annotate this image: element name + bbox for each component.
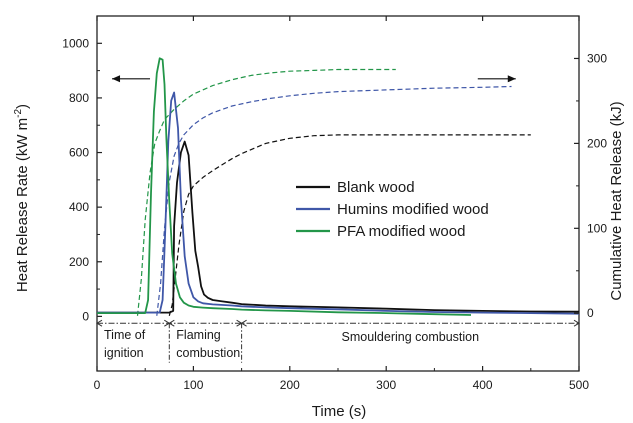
y-left-tick-label: 800 (69, 91, 89, 105)
y-left-tick-label: 400 (69, 200, 89, 214)
series-line-humins-cumulative (156, 85, 512, 316)
legend-label-pfa: PFA modified wood (337, 223, 465, 240)
phase-label: ignition (104, 346, 144, 360)
y-right-tick-label: 300 (587, 51, 607, 65)
y-axis-left-title: Heat Release Rate (kW m-2) (13, 104, 31, 292)
phase-label: Flaming (176, 328, 221, 342)
phase-layer: Time of ignition Flaming combustion Smoulder… (96, 319, 580, 363)
series-line-blank (97, 140, 580, 314)
phase-label: Smouldering combustion (342, 330, 480, 344)
y-right-tick-label: 200 (587, 136, 607, 150)
y-left-tick-label: 600 (69, 146, 89, 160)
series-line-blank-cumulative (168, 134, 531, 316)
series-line-pfa (97, 57, 472, 316)
arrows-layer (112, 75, 516, 83)
series-layer (97, 57, 580, 316)
y-right-tick-label: 0 (587, 306, 594, 320)
arrow-left-head (112, 75, 121, 83)
x-tick-label: 300 (376, 378, 396, 392)
y-right-tick-label: 100 (587, 221, 607, 235)
x-tick-label: 200 (280, 378, 300, 392)
series-line-humins (97, 91, 580, 315)
phase-label: combustion (176, 346, 240, 360)
x-tick-label: 100 (183, 378, 203, 392)
x-tick-label: 400 (473, 378, 493, 392)
phase-arrowhead-right (573, 319, 580, 327)
y-left-tick-label: 200 (69, 255, 89, 269)
y-axis-right-title: Cumulative Heat Release (kJ) (608, 101, 625, 300)
legend: Blank wood Humins modified wood PFA modi… (296, 179, 489, 240)
phase-arrowhead-left (96, 319, 103, 327)
legend-label-blank: Blank wood (337, 179, 415, 196)
x-tick-label: 500 (569, 378, 589, 392)
ticks-layer: 0 100 200 300 400 500 0 200 400 600 800 1000 0 100 200… (62, 16, 607, 392)
x-axis-title: Time (s) (312, 403, 366, 420)
y-left-tick-label: 0 (82, 309, 89, 323)
series-line-pfa-cumulative (136, 68, 396, 316)
x-tick-label: 0 (94, 378, 101, 392)
y-left-tick-label: 1000 (62, 36, 89, 50)
arrow-right-head (507, 75, 516, 83)
phase-label: Time of (104, 328, 146, 342)
legend-label-humins: Humins modified wood (337, 201, 489, 218)
